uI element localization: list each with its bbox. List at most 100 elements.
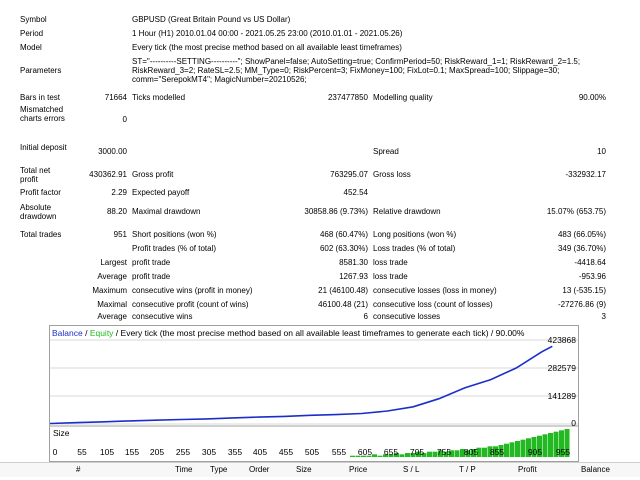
maximal-consecutive-profit-value: 46100.48 (21) — [318, 300, 368, 309]
size-bar — [427, 451, 432, 457]
maximal-consecutive-loss-label: consecutive loss (count of losses) — [373, 300, 493, 309]
average-consecutive-losses-value: 3 — [601, 312, 606, 321]
legend-balance: Balance — [52, 328, 83, 338]
modelling-quality-value: 90.00% — [578, 93, 606, 102]
symbol-label: Symbol — [20, 15, 47, 24]
size-bar — [482, 447, 487, 457]
average-profit-value: 1267.93 — [339, 272, 368, 281]
x-tick-label: 955 — [555, 447, 571, 457]
size-bar — [542, 434, 548, 457]
size-bar — [520, 439, 526, 457]
size-bar — [465, 450, 471, 457]
size-bar — [350, 455, 355, 457]
size-bar — [460, 449, 465, 457]
col-take-profit[interactable]: T / P — [459, 465, 476, 474]
largest-profit-label: profit trade — [132, 258, 171, 267]
maximal-drawdown-value: 30858.86 (9.73%) — [304, 207, 368, 216]
ticks-value: 237477850 — [327, 93, 368, 102]
col-price[interactable]: Price — [349, 465, 368, 474]
size-bar — [476, 447, 482, 457]
size-bar — [515, 441, 520, 457]
col-time[interactable]: Time — [175, 465, 193, 474]
x-tick-label: 555 — [331, 447, 347, 457]
size-bar — [421, 453, 427, 457]
profit-factor-value: 2.29 — [111, 188, 127, 197]
x-tick-label: 705 — [409, 447, 425, 457]
deposit-value: 3000.00 — [98, 147, 127, 156]
absolute-drawdown-value: 88.20 — [106, 207, 127, 216]
x-axis: 0 55 105 155 205 255 305 355 405 455 505… — [49, 447, 577, 457]
profit-trades-value: 602 (63.30%) — [319, 244, 368, 253]
size-bar — [509, 442, 515, 457]
average-label: Average — [97, 272, 127, 281]
model-label: Model — [20, 43, 42, 52]
y-axis-label: 0 — [571, 418, 576, 428]
average-loss-value: -953.96 — [578, 272, 606, 281]
expected-payoff-label: Expected payoff — [132, 188, 190, 197]
x-tick-label: 355 — [227, 447, 243, 457]
average-consecutive-losses-label: consecutive losses — [373, 312, 441, 321]
relative-drawdown-value: 15.07% (653.75) — [546, 207, 606, 216]
short-positions-value: 468 (60.47%) — [319, 230, 368, 239]
size-bar — [366, 455, 372, 457]
largest-loss-value: -4418.64 — [574, 258, 606, 267]
model-value: Every tick (the most precise method base… — [132, 43, 402, 52]
loss-trades-label: Loss trades (% of total) — [373, 244, 456, 253]
size-bar — [355, 455, 361, 457]
max-consecutive-losses-value: 13 (-535.15) — [562, 286, 606, 295]
average-consecutive-label: Average — [97, 312, 127, 321]
col-stop-loss[interactable]: S / L — [403, 465, 420, 474]
size-bar — [487, 446, 493, 457]
col-size[interactable]: Size — [296, 465, 312, 474]
size-bar — [416, 451, 421, 457]
gross-loss-label: Gross loss — [373, 170, 411, 179]
x-tick-label: 505 — [304, 447, 320, 457]
absolute-drawdown-label: Absolute drawdown — [20, 203, 57, 221]
net-profit-value: 430362.91 — [89, 170, 127, 179]
gross-loss-value: -332932.17 — [565, 170, 606, 179]
spread-value: 10 — [597, 147, 606, 156]
size-bar — [471, 449, 476, 457]
mismatch-value: 0 — [122, 115, 127, 124]
size-bar — [504, 443, 509, 457]
y-axis-label: 141289 — [547, 391, 576, 401]
average-consecutive-wins-value: 6 — [363, 312, 368, 321]
period-label: Period — [20, 29, 44, 38]
period-value: 1 Hour (H1) 2010.01.04 00:00 - 2021.05.2… — [132, 29, 403, 38]
mismatch-label: Mismatched charts errors — [20, 105, 65, 123]
col-balance[interactable]: Balance — [581, 465, 610, 474]
largest-label: Largest — [100, 258, 127, 267]
x-tick-label: 605 — [357, 447, 373, 457]
col-type[interactable]: Type — [210, 465, 228, 474]
col-profit[interactable]: Profit — [518, 465, 537, 474]
size-bar — [537, 435, 542, 457]
maximal-label: Maximal — [97, 300, 127, 309]
x-tick-label: 755 — [436, 447, 452, 457]
x-tick-label: 405 — [252, 447, 268, 457]
x-tick-label: 255 — [175, 447, 191, 457]
balance-series-line — [50, 345, 553, 425]
net-profit-label: Total net profit — [20, 166, 51, 184]
size-bar — [531, 437, 537, 457]
x-tick-label: 155 — [124, 447, 140, 457]
average-loss-label: loss trade — [373, 272, 408, 281]
total-trades-label: Total trades — [20, 230, 62, 239]
gross-profit-value: 763295.07 — [330, 170, 368, 179]
average-consecutive-wins-label: consecutive wins — [132, 312, 193, 321]
total-trades-value: 951 — [113, 230, 127, 239]
symbol-value: GBPUSD (Great Britain Pound vs US Dollar… — [132, 15, 291, 24]
size-bar — [498, 445, 504, 457]
legend-description: / Every tick (the most precise method ba… — [113, 328, 525, 338]
x-tick-label: 855 — [489, 447, 505, 457]
balance-chart-svg — [50, 339, 578, 457]
y-axis-label: 282579 — [547, 363, 576, 373]
size-bar — [372, 454, 377, 457]
parameters-value: ST="----------SETTING----------"; ShowPa… — [132, 57, 581, 84]
col-number[interactable]: # — [76, 465, 81, 474]
size-bar — [438, 450, 443, 457]
size-bar — [449, 450, 454, 457]
bars-value: 71664 — [104, 93, 127, 102]
col-order[interactable]: Order — [249, 465, 270, 474]
chart-legend: Balance / Equity / Every tick (the most … — [52, 328, 524, 338]
size-bar — [432, 451, 438, 457]
